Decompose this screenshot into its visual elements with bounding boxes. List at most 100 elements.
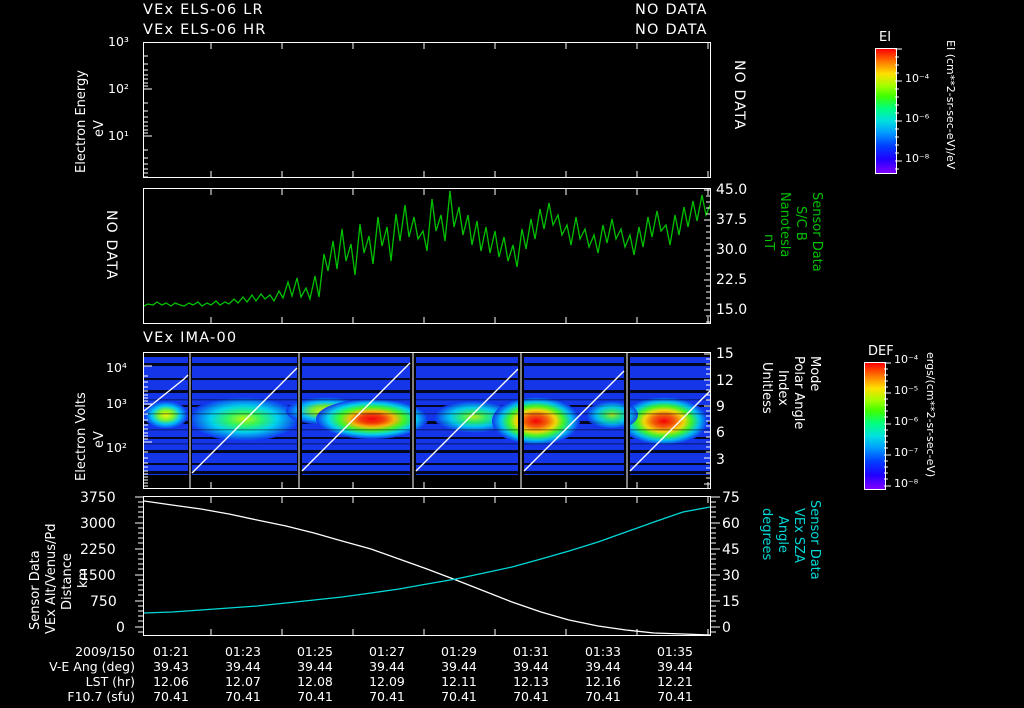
def-colorbar-tick-4: 10⁻⁷ <box>894 446 919 459</box>
row-label-date: 2009/150 <box>75 644 135 659</box>
panel-electron-energy <box>143 42 711 178</box>
ei-colorbar-tick-3: 10⁻⁸ <box>905 152 930 165</box>
panel1-ylabel-1: Electron Energy <box>74 70 89 173</box>
panel3-ytick-6: 6 <box>716 425 725 441</box>
cell-lst-5: 12.13 <box>513 674 549 689</box>
cell-veang-5: 39.44 <box>513 659 549 674</box>
panel4-ytick-1500: 1500 <box>80 568 116 584</box>
panel4-ytick-15: 15 <box>722 594 740 610</box>
cell-time-1: 01:23 <box>224 644 262 659</box>
cell-lst-7: 12.21 <box>657 674 693 689</box>
panel3-ytick-100: 10² <box>106 440 127 455</box>
table-row-lst: LST (hr) 12.06 12.07 12.08 12.09 12.11 1… <box>0 674 711 689</box>
cell-time-0: 01:21 <box>152 644 190 659</box>
cell-f107-5: 70.41 <box>513 689 549 704</box>
row-label-f107: F10.7 (sfu) <box>67 689 135 704</box>
ei-colorbar-unit-group: EI (cm**2-sr-sec-eV)/eV <box>944 40 961 170</box>
panel3-ylabel-group: Electron Volts eV <box>60 356 107 486</box>
cell-veang-1: 39.44 <box>225 659 261 674</box>
panel2-nodata-vertical: NO DATA <box>103 210 119 281</box>
cell-time-6: 01:33 <box>584 644 622 659</box>
panel4-ylabel-4: km <box>76 567 91 588</box>
panel4-ylabel-r4: degrees <box>759 508 774 561</box>
panel1-ytick-1000: 10³ <box>108 34 129 49</box>
panel4-ylabel-2: VEx Alt/Venus/Pd <box>44 523 59 634</box>
panel3-ytick-1000: 10³ <box>106 396 127 411</box>
cell-f107-3: 70.41 <box>369 689 405 704</box>
panel3-title: VEx IMA-00 <box>143 330 238 346</box>
panel4-ytick-750: 750 <box>90 594 117 610</box>
panel4-ytick-0r: 0 <box>722 620 731 636</box>
panel2-ytick-15: 15.0 <box>716 302 748 318</box>
panel1-title-hr: VEx ELS-06 HR <box>143 22 267 38</box>
cell-f107-0: 70.41 <box>153 689 189 704</box>
panel3-ytick-12: 12 <box>716 373 734 389</box>
panel4-ytick-75: 75 <box>722 490 740 506</box>
panel3-ytick-10000: 10⁴ <box>106 360 127 375</box>
table-row-date: 2009/150 01:21 01:23 01:25 01:27 01:29 0… <box>0 644 711 659</box>
panel1-ytick-10: 10¹ <box>108 128 129 143</box>
ei-colorbar-tick-2: 10⁻⁶ <box>905 112 930 125</box>
panel4-ylabel-r3: Angle <box>775 516 790 553</box>
cell-lst-3: 12.09 <box>369 674 405 689</box>
spectrogram-image <box>144 353 710 488</box>
ei-colorbar-ticks <box>895 48 902 170</box>
panel4-ylabel-r1: Sensor Data <box>807 500 822 580</box>
panel3-ylabel-r3: Index <box>775 370 790 406</box>
panel2-ylabel-2: S/C B <box>793 206 808 241</box>
panel1-ylabel-2: eV <box>92 120 107 137</box>
panel3-ytick-3: 3 <box>716 452 725 468</box>
row-label-ve-ang: V-E Ang (deg) <box>49 659 135 674</box>
panel4-ylabel-right-group: Sensor Data VEx SZA Angle degrees <box>759 500 830 634</box>
cell-time-2: 01:25 <box>296 644 334 659</box>
cell-veang-3: 39.44 <box>369 659 405 674</box>
panel2-ytick-22: 22.5 <box>716 272 748 288</box>
panel4-traces <box>144 500 710 635</box>
panel1-nodata-vertical-group: NO DATA <box>731 60 753 160</box>
cell-lst-4: 12.11 <box>441 674 477 689</box>
cell-lst-2: 12.08 <box>297 674 333 689</box>
panel4-ytick-0: 0 <box>116 620 125 636</box>
cell-f107-6: 70.41 <box>585 689 621 704</box>
cell-f107-2: 70.41 <box>297 689 333 704</box>
cell-veang-4: 39.44 <box>441 659 477 674</box>
cell-lst-0: 12.06 <box>153 674 189 689</box>
panel3-ytick-9: 9 <box>716 399 725 415</box>
panel4-ylabel-3: Distance <box>60 553 75 610</box>
panel4-right-minor-ticks <box>711 496 720 633</box>
panel3-ylabel-r4: Unitless <box>759 362 774 414</box>
def-colorbar-tick-1: 10⁻⁴ <box>894 353 919 366</box>
panel1-nodata-hr: NO DATA <box>635 22 708 38</box>
def-colorbar-tick-5: 10⁻⁸ <box>894 477 919 490</box>
cell-veang-7: 39.44 <box>657 659 693 674</box>
def-colorbar-unit: ergs/(cm**2-sr-sec-eV) <box>924 352 937 478</box>
panel2-axis-ticks <box>210 188 711 324</box>
panel4-ytick-2250: 2250 <box>80 542 116 558</box>
cell-veang-6: 39.44 <box>585 659 621 674</box>
panel4-ytick-3750: 3750 <box>80 490 116 506</box>
panel1-ytick-100: 10² <box>108 81 129 96</box>
cell-lst-6: 12.16 <box>585 674 621 689</box>
panel-ima-spectrogram <box>143 352 711 489</box>
def-colorbar-tick-2: 10⁻⁵ <box>894 384 919 397</box>
panel4-ytick-3000: 3000 <box>80 516 116 532</box>
cell-time-3: 01:27 <box>368 644 406 659</box>
panel2-ytick-30: 30.0 <box>716 242 748 258</box>
panel2-ylabel-4: nT <box>761 234 776 251</box>
panel3-ylabel-2: eV <box>92 431 107 448</box>
panel4-ylabel-r2: VEx SZA <box>791 508 806 563</box>
panel4-ylabel-group: Sensor Data VEx Alt/Venus/Pd Distance km <box>14 500 91 634</box>
cell-time-7: 01:35 <box>656 644 694 659</box>
panel3-axis-ticks <box>143 353 711 489</box>
panel3-ytick-15: 15 <box>716 346 734 362</box>
cell-f107-1: 70.41 <box>225 689 261 704</box>
panel2-ylabel-group: Sensor Data S/C B Nanotesla nT <box>761 192 830 322</box>
bottom-parameter-table: 2009/150 01:21 01:23 01:25 01:27 01:29 0… <box>0 644 711 704</box>
panel2-ytick-45: 45.0 <box>716 182 748 198</box>
ei-colorbar-title: EI <box>879 30 892 45</box>
def-colorbar-title: DEF <box>868 344 894 359</box>
ei-colorbar-unit: EI (cm**2-sr-sec-eV)/eV <box>944 40 957 170</box>
panel4-ytick-30: 30 <box>722 568 740 584</box>
panel3-ylabel-1: Electron Volts <box>74 392 89 481</box>
